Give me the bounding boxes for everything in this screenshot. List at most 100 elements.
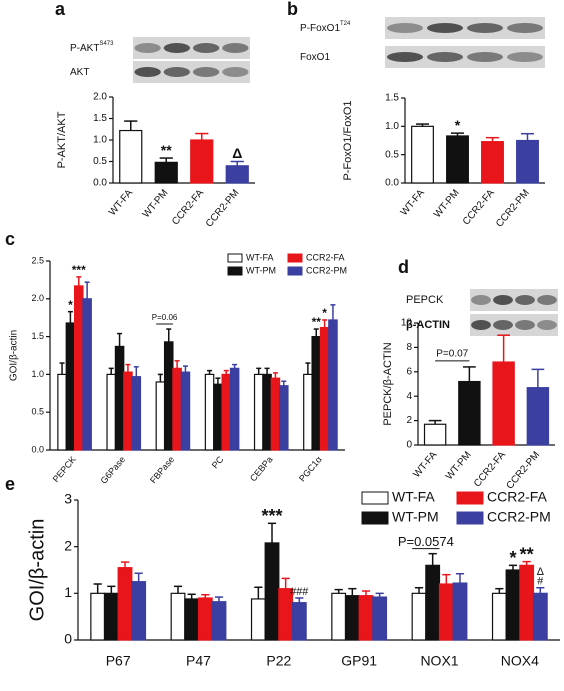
x-tick-label: PGC1α xyxy=(297,454,324,483)
legend-swatch xyxy=(227,253,243,263)
bar xyxy=(106,373,116,451)
bar xyxy=(155,381,166,451)
blot-label: PEPCK xyxy=(406,294,444,306)
blot-background xyxy=(133,37,250,59)
y-tick-label: 8 xyxy=(406,342,412,353)
annotation: *** xyxy=(72,263,86,277)
bar xyxy=(57,373,67,451)
bar xyxy=(131,376,142,451)
bar xyxy=(516,139,539,184)
annotation: * xyxy=(509,548,516,568)
bar xyxy=(411,592,427,641)
blot-background xyxy=(470,289,558,311)
x-tick-label: WT-PM xyxy=(444,450,474,483)
y-tick-label: 0.0 xyxy=(93,178,107,189)
y-tick-label: 3 xyxy=(64,491,72,507)
bar xyxy=(211,601,227,641)
x-tick-label: NOX1 xyxy=(420,653,458,669)
bar xyxy=(229,367,240,451)
bar xyxy=(197,597,213,641)
y-tick-label: 2.0 xyxy=(93,92,107,103)
blot-label-text: AKT xyxy=(70,67,89,78)
panel-letter: a xyxy=(55,0,66,19)
y-tick-label: 0.5 xyxy=(385,149,399,160)
blot-label: P-AKTS473 xyxy=(70,41,114,54)
annotation: Δ xyxy=(232,145,242,161)
blot-label: AKT xyxy=(70,67,89,78)
bar xyxy=(452,582,468,641)
blot-background xyxy=(385,46,545,68)
annotation: P=0.07 xyxy=(436,349,468,360)
blot-band xyxy=(467,23,503,33)
y-tick-label: 0 xyxy=(406,440,412,451)
x-tick-label: PC xyxy=(210,454,226,470)
legend-label: CCR2-PM xyxy=(487,509,551,525)
blot-label-text: PEPCK xyxy=(406,294,444,306)
blot-background xyxy=(385,17,545,39)
x-tick-label: G6Pase xyxy=(99,454,128,485)
bar xyxy=(180,371,191,451)
bar xyxy=(291,602,307,641)
annotation: # xyxy=(537,576,543,588)
blot-band xyxy=(537,295,557,305)
annotation: * xyxy=(322,306,327,320)
y-tick-label: 10 xyxy=(401,318,413,329)
blot-band xyxy=(387,23,423,33)
y-tick-label: 1.5 xyxy=(31,331,44,341)
blot-label: P-FoxO1T24 xyxy=(300,21,351,34)
blot-label: FoxO1 xyxy=(300,52,330,63)
x-tick-label: CCR2-FA xyxy=(170,187,206,227)
y-tick-label: 6 xyxy=(406,366,412,377)
bar xyxy=(154,161,178,184)
x-tick-label: GP91 xyxy=(341,653,377,669)
bar xyxy=(526,387,550,446)
blot-band xyxy=(537,320,557,330)
legend-swatch xyxy=(287,253,303,263)
blot-label-sup: T24 xyxy=(340,21,351,27)
bar xyxy=(114,345,125,451)
bar xyxy=(458,380,481,446)
bar xyxy=(425,564,441,641)
blot-band xyxy=(507,52,543,62)
legend-swatch xyxy=(456,491,484,505)
blot-band xyxy=(222,67,249,77)
blot-band xyxy=(467,52,503,62)
y-tick-label: 2 xyxy=(406,415,412,426)
x-tick-label: WT-PM xyxy=(141,188,171,221)
bar xyxy=(184,598,200,641)
bar xyxy=(311,336,322,451)
bar xyxy=(270,377,281,451)
y-tick-label: 1 xyxy=(64,584,72,600)
blot-label: β-ACTIN xyxy=(406,319,450,331)
blot-label-text: β-ACTIN xyxy=(406,319,450,331)
bar xyxy=(491,592,507,641)
x-tick-label: NOX4 xyxy=(501,653,539,669)
legend-swatch xyxy=(456,511,484,525)
bar xyxy=(65,322,76,451)
bar xyxy=(279,385,289,451)
legend-label: WT-FA xyxy=(392,489,435,505)
bar xyxy=(344,595,360,641)
bar xyxy=(492,361,515,446)
bar xyxy=(213,383,223,451)
bar xyxy=(225,165,249,184)
y-tick-label: 1.5 xyxy=(93,113,107,124)
blot-band xyxy=(427,52,463,62)
y-tick-label: 2.0 xyxy=(31,293,44,303)
x-tick-label: CCR2-PM xyxy=(504,450,542,492)
bar xyxy=(172,367,182,451)
blot-label-sup: S473 xyxy=(99,41,114,47)
annotation: ### xyxy=(290,586,308,598)
annotation: Δ xyxy=(537,566,544,578)
blot-band xyxy=(387,52,423,62)
annotation: ** xyxy=(161,142,172,158)
blot-band xyxy=(134,67,161,77)
bar xyxy=(253,373,264,451)
blot-band xyxy=(427,23,463,33)
blot-label-text: P-FoxO1 xyxy=(300,23,340,34)
x-tick-label: CCR2-FA xyxy=(461,187,497,227)
bar xyxy=(264,542,280,641)
bar xyxy=(82,298,92,451)
bar xyxy=(411,125,434,184)
